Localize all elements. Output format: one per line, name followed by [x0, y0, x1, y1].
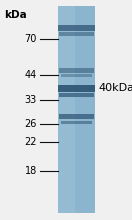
Text: 40kDa: 40kDa — [98, 83, 132, 93]
Bar — [58, 6, 75, 213]
Text: 26: 26 — [25, 119, 37, 129]
Bar — [58, 25, 95, 31]
Bar — [59, 68, 94, 73]
Bar — [61, 121, 92, 124]
Bar — [58, 6, 95, 213]
Text: 33: 33 — [25, 95, 37, 105]
Text: 44: 44 — [25, 70, 37, 80]
Text: kDa: kDa — [4, 10, 27, 20]
Text: 70: 70 — [25, 33, 37, 44]
Bar — [59, 32, 94, 36]
Text: 22: 22 — [24, 137, 37, 147]
Bar — [61, 74, 92, 77]
Bar — [59, 93, 94, 97]
Text: 18: 18 — [25, 165, 37, 176]
Bar — [59, 114, 94, 119]
Bar — [58, 85, 95, 92]
